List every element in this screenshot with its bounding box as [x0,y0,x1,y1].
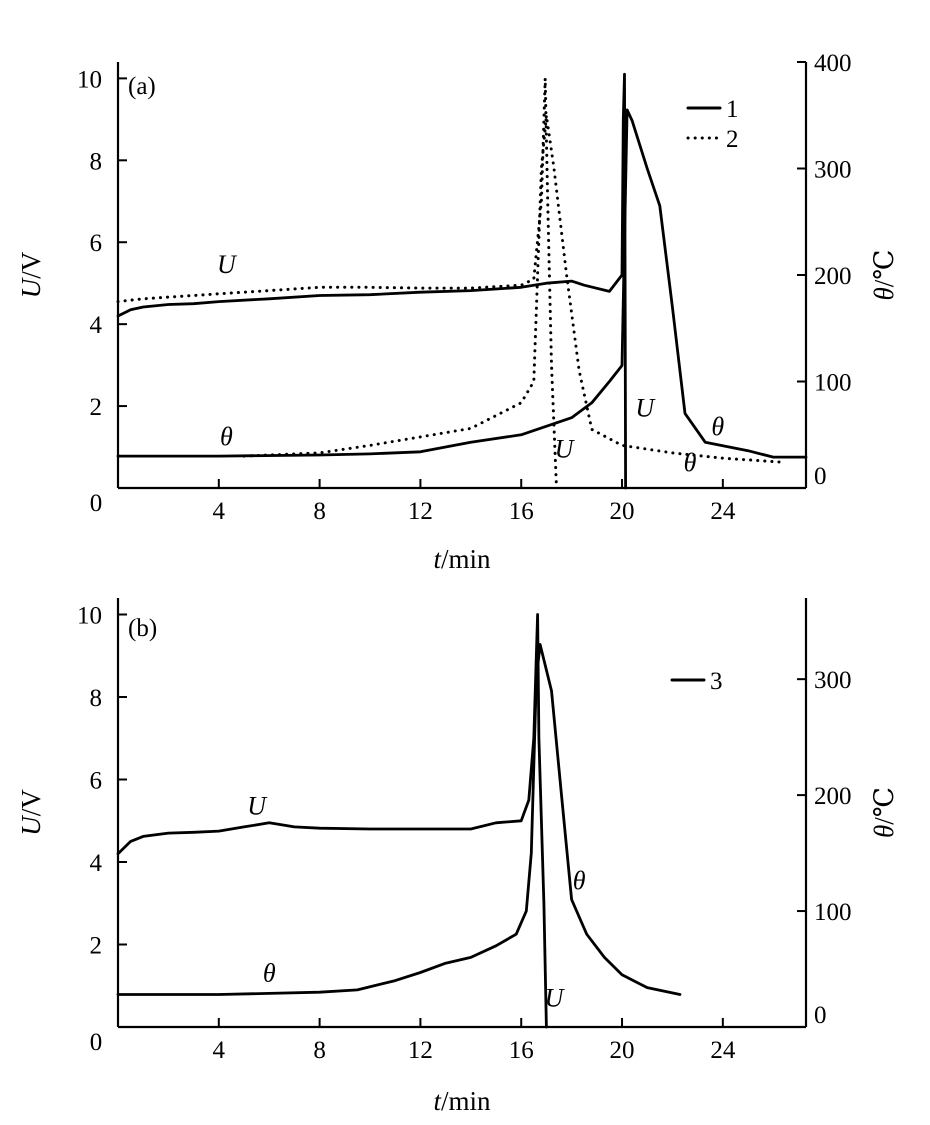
panel-a-x-axis-title-var: t [433,544,442,574]
panel-b-x-origin-label: 0 [90,1029,103,1056]
panel-b-y2-tick-label: 300 [814,667,852,694]
panel-a-y-tick-label: 4 [90,312,103,339]
panel-a-curve-label: θ [684,448,697,477]
panel-a-series-1-temperature-line [116,108,808,459]
panel-a-y2-tick-label: 200 [814,263,852,290]
panel-b-series-3-temperature-line [116,643,682,996]
panel-b-y-tick-label: 8 [90,685,103,712]
panel-a-legend-label: 2 [726,126,739,153]
panel-b-y2-tick-label: 0 [814,1002,827,1029]
panel-a-y2-axis-title: θ/℃ [869,250,899,301]
panel-b-curve-label: U [247,792,268,821]
panel-b-y2-axis-title-unit: /℃ [869,787,899,825]
panel-a-y-tick-label: 6 [90,230,103,257]
panel-a: 4 8 12 16 20 2402468100100200300400t/minU/Vθ/… [16,50,899,574]
panel-b-x-axis-title-var: t [433,1086,442,1116]
panel-b-x-tick-label: 12 [408,1037,433,1064]
panel-a-y-tick-label: 2 [90,394,103,421]
panel-a-x-axis-title: t/min [433,544,491,574]
panel-a-curve-label: θ [220,422,233,451]
panel-b-y-axis-title-var: U [16,815,46,836]
panel-a-x-origin-label: 0 [90,490,103,517]
panel-b-y2-tick-label: 200 [814,783,852,810]
panel-a-series-2-voltage-line [116,76,558,490]
panel-b-legend-label: 3 [710,668,723,695]
panel-a-curve-label: θ [711,412,724,441]
panel-b-curve-label: θ [263,959,276,988]
panel-a-y-axis-title: U/V [16,251,46,298]
panel-a-y-axis-title-var: U [16,277,46,298]
panel-a-x-tick-label: 8 [313,498,326,525]
panel-a-curve-label: U [217,250,238,279]
panel-b-y-axis-title-unit: /V [16,789,46,817]
panel-a-y-axis-title-unit: /V [16,251,46,279]
panel-b-x-tick-label: 24 [710,1037,736,1064]
panel-b: 4 8 12 16 20 2402468100100200300t/minU/Vθ/℃(b… [16,598,899,1116]
panel-a-y-tick-label: 8 [90,148,103,175]
panel-a-y2-tick-label: 100 [814,370,852,397]
panel-a-x-tick-label: 20 [610,498,635,525]
panel-a-x-tick-label: 16 [509,498,534,525]
panel-a-y2-tick-label: 400 [814,50,852,77]
panel-b-y2-axis-title-var: θ [869,825,899,838]
panel-b-y-tick-label: 2 [90,933,103,960]
panel-a-y2-axis-title-unit: /℃ [869,250,899,288]
panel-b-series-3-voltage-line [116,613,548,1029]
panel-a-series-1-voltage-line [116,72,627,490]
panel-a-x-axis-title-unit: /min [441,544,491,574]
panel-b-panel-label: (b) [128,615,157,642]
panel-a-panel-label: (a) [128,73,156,100]
panel-b-x-axis-title-unit: /min [441,1086,491,1116]
panel-a-x-tick-label: 12 [408,498,433,525]
panel-b-y2-tick-label: 100 [814,899,852,926]
panel-b-y2-axis-title: θ/℃ [869,787,899,838]
panel-b-x-tick-label: 16 [509,1037,534,1064]
panel-a-x-tick-label: 4 [213,498,226,525]
panel-b-x-tick-label: 4 [213,1037,226,1064]
panel-b-x-tick-label: 8 [313,1037,326,1064]
panel-b-x-axis-title: t/min [433,1086,491,1116]
panel-b-x-tick-label: 20 [610,1037,635,1064]
panel-a-y2-tick-label: 0 [814,463,827,490]
panel-b-curve-label: U [545,983,566,1012]
panel-a-y2-axis-title-var: θ [869,287,899,300]
panel-b-curve-label: θ [573,866,586,895]
panel-b-y-tick-label: 4 [90,850,103,877]
panel-b-y-tick-label: 6 [90,768,103,795]
panel-b-y-tick-label: 10 [77,603,102,630]
panel-a-series-2-temperature-line [242,113,788,464]
panel-b-y-axis-title: U/V [16,789,46,836]
panel-a-curve-label: U [555,434,576,463]
panel-a-x-tick-label: 24 [710,498,736,525]
panel-a-legend-label: 1 [726,96,739,123]
panel-a-y-tick-label: 10 [77,66,102,93]
panel-a-curve-label: U [635,393,656,422]
panel-a-y2-tick-label: 300 [814,157,852,184]
